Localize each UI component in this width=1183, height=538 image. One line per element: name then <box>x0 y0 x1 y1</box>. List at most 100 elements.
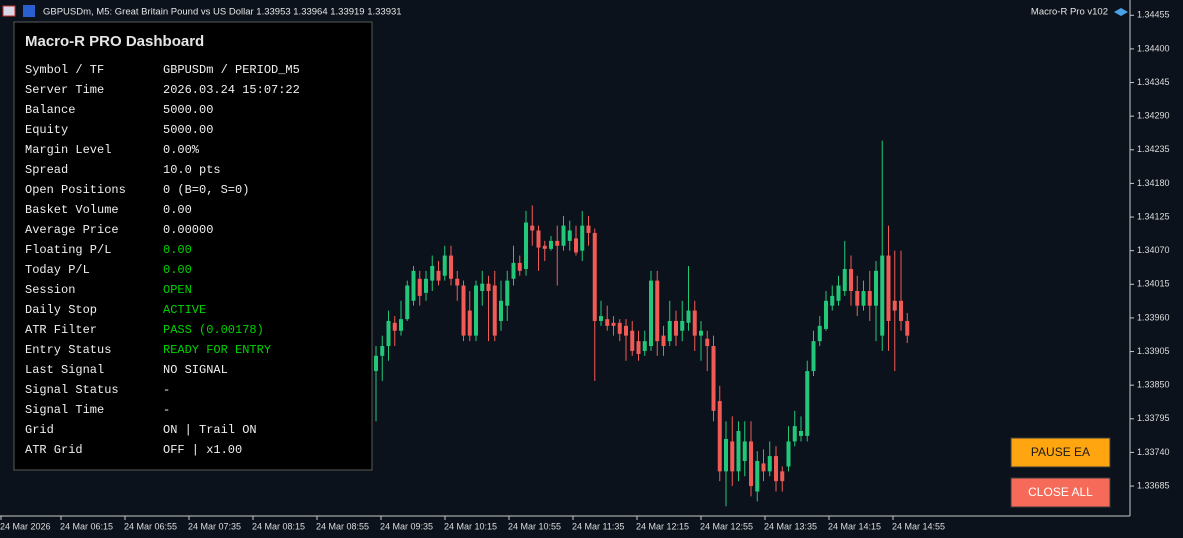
candle-body <box>511 262 516 279</box>
candle-body <box>649 280 653 347</box>
candle-body <box>580 225 585 251</box>
candle-body <box>905 320 910 336</box>
candle-body <box>586 225 591 233</box>
y-tick-label: 1.34455 <box>1137 10 1170 20</box>
candle-body <box>686 310 691 323</box>
y-tick-label: 1.33960 <box>1137 312 1170 322</box>
y-tick-label: 1.34400 <box>1137 43 1170 53</box>
row-label: ATR Grid <box>25 443 83 457</box>
dashboard-rows: Symbol / TF GBPUSDm / PERIOD_M5 Server Tim… <box>25 63 300 457</box>
buttons: PAUSE EA CLOSE ALL <box>1010 437 1111 508</box>
x-tick-label: 24 Mar 06:55 <box>124 521 177 531</box>
candle-body <box>417 278 422 296</box>
candle-body <box>874 270 878 306</box>
button[interactable] <box>1010 437 1111 468</box>
row-value: 0 (B=0, S=0) <box>163 183 249 197</box>
row-value: NO SIGNAL <box>163 363 228 377</box>
x-tick-label: 24 Mar 09:35 <box>380 521 433 531</box>
candle-body <box>549 240 553 249</box>
candle-body <box>674 320 678 336</box>
candle-body <box>655 280 660 342</box>
candle-body <box>467 310 472 336</box>
button-label[interactable]: CLOSE ALL <box>1028 485 1093 499</box>
candle-body <box>424 278 428 293</box>
candle-body <box>399 319 403 331</box>
button-label[interactable]: PAUSE EA <box>1031 445 1090 459</box>
candle-body <box>530 225 535 231</box>
candle-body <box>742 441 747 461</box>
row-label: Floating P/L <box>25 243 111 257</box>
candle-body <box>880 255 885 336</box>
row-value: 0.00 <box>163 243 192 257</box>
row-value: 10.0 pts <box>163 163 221 177</box>
row-label: Signal Status <box>25 383 119 397</box>
candle-body <box>636 341 641 354</box>
row-label: Average Price <box>25 223 119 237</box>
x-tick-label: 24 Mar 10:55 <box>508 521 561 531</box>
ea-name: Macro-R Pro v102 <box>1031 7 1108 18</box>
row-value: - <box>163 403 170 417</box>
candle-body <box>805 371 810 436</box>
candle-body <box>892 300 897 311</box>
candle-body <box>705 338 710 347</box>
row-label: ATR Filter <box>25 323 97 337</box>
x-tick-label: 24 Mar 12:15 <box>636 521 689 531</box>
candle-body <box>774 456 778 482</box>
candle-body <box>617 322 622 334</box>
candle-body <box>574 238 578 253</box>
header-icons <box>2 5 35 17</box>
candle-body <box>811 341 816 372</box>
row-value: 5000.00 <box>163 103 213 117</box>
candle-body <box>642 341 647 351</box>
y-tick-label: 1.33685 <box>1137 480 1170 490</box>
candle-body <box>799 431 803 436</box>
candle-body <box>605 319 610 326</box>
x-tick-label: 24 Mar 07:35 <box>188 521 241 531</box>
candle-body <box>855 291 860 306</box>
x-tick-label: 24 Mar 11:35 <box>572 521 624 531</box>
candle-body <box>536 230 541 248</box>
ea-icon <box>1114 8 1128 16</box>
candle-body <box>411 270 416 301</box>
y-tick-label: 1.34070 <box>1137 245 1170 255</box>
candle-body <box>849 269 853 292</box>
x-tick-label: 24 Mar 12:55 <box>700 521 753 531</box>
candle-body <box>430 265 435 281</box>
row-label: Open Positions <box>25 183 126 197</box>
row-value: ON | Trail ON <box>163 423 257 437</box>
candle-body <box>567 230 572 241</box>
row-label: Last Signal <box>25 363 104 377</box>
button[interactable] <box>1010 477 1111 508</box>
candle-body <box>386 320 391 347</box>
row-label: Balance <box>25 103 75 117</box>
row-value: - <box>163 383 170 397</box>
row-label: Session <box>25 283 75 297</box>
y-tick-label: 1.33905 <box>1137 346 1170 356</box>
row-label: Today P/L <box>25 263 90 277</box>
candle-body <box>680 320 685 331</box>
row-value: 0.00 <box>163 203 192 217</box>
candle-body <box>899 300 903 321</box>
candle-body <box>505 280 510 306</box>
row-value: 5000.00 <box>163 123 213 137</box>
candle-body <box>792 426 797 442</box>
candle-body <box>599 316 603 321</box>
x-tick-label: 24 Mar 08:15 <box>252 521 305 531</box>
candle-body <box>474 285 478 336</box>
candle-body <box>780 471 785 482</box>
candle-body <box>755 460 760 492</box>
y-tick-label: 1.33795 <box>1137 413 1170 423</box>
candle-body <box>449 255 453 279</box>
row-value: OFF | x1.00 <box>163 443 242 457</box>
candle-body <box>786 441 791 467</box>
candle-body <box>455 278 460 286</box>
row-value: 2026.03.24 15:07:22 <box>163 83 300 97</box>
candle-body <box>817 325 822 342</box>
row-label: Signal Time <box>25 403 104 417</box>
candle-body <box>842 269 847 292</box>
row-label: Spread <box>25 163 68 177</box>
x-tick-label: 24 Mar 13:35 <box>764 521 817 531</box>
candle-body <box>861 291 866 306</box>
row-value: ACTIVE <box>163 303 206 317</box>
